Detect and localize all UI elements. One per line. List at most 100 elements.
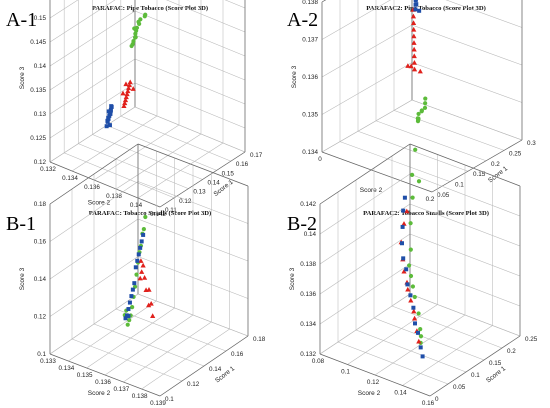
box-edge: [409, 143, 521, 187]
tick-label-z: 0.136: [300, 291, 316, 298]
axis-label-score2: Score 2: [358, 390, 381, 397]
data-point-blue: [133, 265, 138, 270]
tick-label-y: 0.05: [453, 384, 466, 391]
tick-label-x: 0.142: [150, 211, 166, 218]
tick-label-z: 0.134: [300, 321, 316, 328]
axis-score2: [321, 151, 433, 193]
gridline-z: [411, 62, 523, 103]
chart-a2-pipe-tobacco-parafac2: PARAFAC2: Pipe Tobacco (Score Plot 3D) 0…: [291, 0, 536, 203]
tick-label-y: 0.16: [231, 351, 244, 358]
axis-label-score1: Score 1: [485, 365, 507, 385]
data-point-red: [411, 66, 418, 72]
data-point-red: [411, 60, 418, 65]
gridline-y: [120, 115, 231, 162]
data-point-blue: [404, 267, 409, 272]
tick-label-y: 0.15: [473, 171, 486, 178]
tick-label-x: 0.135: [77, 372, 93, 379]
data-point-blue: [106, 115, 111, 120]
data-point-red: [138, 258, 144, 263]
tick-label-y: 0.25: [509, 150, 522, 157]
data-point-red: [405, 286, 411, 292]
tick-label-y: 0.1: [471, 372, 480, 379]
gridline-z: [321, 0, 327, 3]
tick-label-y: 0.12: [187, 381, 200, 388]
axis-label-score2: Score 2: [88, 390, 111, 397]
tick-label-y: 0.15: [489, 360, 502, 367]
data-point-green: [410, 195, 415, 200]
gridline-z: [319, 233, 411, 295]
gridline-x: [347, 304, 438, 365]
data-point-green: [410, 284, 415, 289]
axis-label-score3: Score 3: [19, 66, 26, 89]
data-point-green: [419, 109, 424, 114]
data-point-blue: [109, 104, 114, 109]
data-point-blue: [408, 293, 413, 298]
tick-label-x: 0: [318, 156, 322, 163]
data-point-green: [418, 334, 424, 339]
data-point-red: [123, 94, 129, 100]
axis-score1: [159, 151, 246, 208]
data-point-red: [126, 85, 132, 91]
tick-label-x: 0.138: [132, 393, 148, 400]
axis-label-score2: Score 2: [88, 200, 111, 207]
tick-label-x: 0.1: [341, 369, 350, 376]
data-point-green: [423, 96, 428, 101]
gridline-y: [393, 110, 505, 151]
data-point-blue: [420, 354, 425, 359]
gridline-y: [357, 130, 469, 172]
tick-label-z: 0.125: [30, 135, 46, 142]
data-point-green: [407, 263, 412, 268]
tick-label-z: 0.13: [34, 111, 47, 118]
tick-label-y: 0.13: [193, 189, 206, 196]
tick-label-y: 0.14: [209, 366, 222, 373]
gridline-z: [321, 0, 391, 40]
data-point-red: [410, 13, 417, 19]
gridline-y: [106, 125, 217, 171]
tick-label-z: 0.14: [34, 276, 47, 283]
tick-label-y: 0.2: [491, 161, 500, 168]
data-point-blue: [402, 195, 407, 200]
data-point-blue: [138, 245, 143, 250]
chart-b2-title: PARAFAC2: Tobacco Smalls (Score Plot 3D): [363, 210, 489, 217]
data-point-green: [132, 35, 138, 40]
gridline-z: [321, 24, 413, 78]
axis-score1: [431, 139, 523, 193]
data-point-red: [401, 221, 407, 226]
tick-label-z: 0.135: [302, 112, 318, 119]
data-point-green: [142, 14, 147, 19]
tick-label-z: 0.12: [34, 314, 47, 321]
gridline-z: [134, 82, 246, 129]
tick-label-z: 0.138: [300, 261, 316, 268]
data-point-green: [133, 31, 138, 36]
data-point-blue: [411, 305, 416, 310]
data-point-blue: [400, 241, 404, 246]
tick-label-y: 0.12: [179, 198, 192, 205]
tick-label-y: 0: [435, 396, 439, 403]
data-point-green: [415, 116, 420, 121]
axis-label-score3: Score 3: [19, 267, 26, 290]
gridline-z: [134, 58, 246, 105]
data-point-green: [413, 147, 418, 152]
gridline-y: [411, 99, 523, 141]
axis-score2: [49, 161, 161, 208]
data-point-green: [132, 26, 137, 31]
tick-label-z: 0.135: [30, 87, 46, 94]
data-point-green: [418, 327, 423, 332]
data-point-blue: [401, 256, 406, 261]
tick-label-x: 0.134: [58, 365, 74, 372]
data-point-green: [129, 43, 134, 49]
data-point-blue: [401, 208, 406, 213]
data-point-blue: [136, 252, 141, 257]
data-point-green: [127, 318, 132, 323]
gridline-z: [321, 62, 413, 115]
chart-a1-pipe-tobacco-parafac: PARAFAC: Pipe Tobacco (Score Plot 3D) 0.…: [19, 0, 263, 218]
chart-b2-tobacco-smalls-parafac2: PARAFAC2: Tobacco Smalls (Score Plot 3D)…: [289, 143, 538, 407]
box-edge: [319, 143, 411, 205]
data-point-red: [411, 308, 417, 314]
data-point-green: [422, 105, 428, 110]
tick-label-y: 0.1: [165, 396, 174, 403]
tick-label-x: 0.16: [422, 400, 435, 407]
tick-label-x: 0.136: [95, 379, 111, 386]
axis-score1: [159, 335, 249, 397]
data-point-red: [127, 79, 133, 85]
